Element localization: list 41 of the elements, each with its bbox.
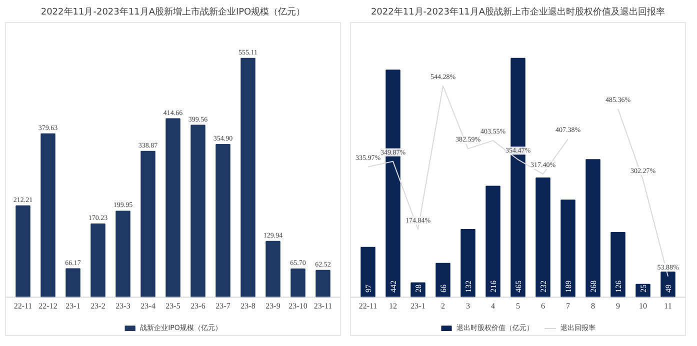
data-label: 216 [489,280,498,292]
data-label: 66 [439,284,448,292]
x-tick-label: 23-5 [166,301,180,310]
data-label: 189 [564,280,573,292]
data-label: 49 [664,284,673,292]
x-tick-label: 11 [664,301,672,310]
x-tick-label: 23-8 [240,301,256,310]
x-tick-label: 22-11 [358,301,378,310]
x-tick-label: 8 [591,301,595,310]
x-tick-label: 10 [639,301,647,310]
x-tick-label: 12 [389,301,397,310]
x-tick-label: 6 [541,301,545,310]
data-label: 97 [364,284,373,292]
x-tick-label: 23-9 [266,301,280,310]
x-tick-label: 23-4 [140,301,156,310]
data-label: 442 [389,280,398,292]
x-tick-label: 23-2 [90,301,106,310]
x-tick-label: 23-1 [66,301,80,310]
data-label: 28 [414,284,423,292]
x-tick-label: 2 [441,301,445,310]
data-label: 232 [539,280,548,292]
data-label: 268 [589,280,598,292]
x-tick-label: 9 [616,301,620,310]
x-tick-label: 23-10 [288,301,308,310]
chart-title: 2022年11月-2023年11月A股新增上市战新企业IPO规模（亿元） [40,6,306,18]
x-tick-label: 3 [466,301,470,310]
x-tick-label: 23-7 [216,301,230,310]
x-tick-label: 5 [516,301,520,310]
x-tick-label: 23-1 [410,301,426,310]
x-tick-label: 7 [566,301,570,310]
x-tick-label: 4 [491,301,495,310]
data-label: 132 [464,280,473,292]
x-tick-label: 22-12 [38,301,58,310]
x-tick-label: 22-11 [14,301,32,310]
data-label: 465 [514,280,523,292]
x-tick-label: 23-11 [314,301,332,310]
x-tick-label: 23-6 [190,301,206,310]
x-tick-label: 23-3 [116,301,130,310]
chart-title: 2022年11月-2023年11月A股战新上市企业退出时股权价值及退出回报率 [370,6,666,18]
data-label: 126 [614,280,623,292]
data-label: 25 [639,284,648,292]
